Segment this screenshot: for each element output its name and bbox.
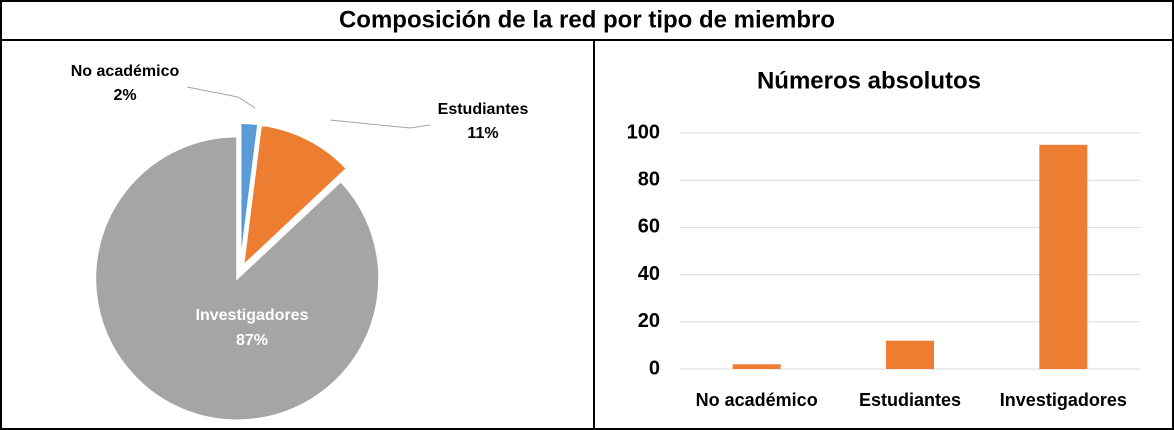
- y-tick-label: 20: [638, 310, 660, 332]
- pie-value-label: 87%: [236, 332, 268, 349]
- y-tick-label: 80: [638, 168, 660, 190]
- pie-slice: [239, 122, 260, 266]
- chart-title: Números absolutos: [757, 67, 981, 94]
- bar: [732, 364, 781, 369]
- pie-label: Investigadores: [196, 307, 309, 324]
- pie-label: No académico: [71, 63, 180, 80]
- y-tick-label: 100: [627, 121, 660, 143]
- x-tick-label: Investigadores: [1000, 390, 1127, 410]
- y-tick-label: 60: [638, 216, 660, 238]
- pie-value-label: 11%: [467, 125, 498, 142]
- x-tick-label: No académico: [696, 390, 818, 410]
- page-title: Composición de la red por tipo de miembr…: [339, 6, 835, 33]
- leader-line: [329, 119, 431, 129]
- pie-label: Estudiantes: [438, 101, 529, 118]
- bar: [1039, 144, 1088, 369]
- pie-slice: [94, 135, 381, 422]
- y-tick-label: 0: [649, 357, 660, 379]
- leader-line: [186, 86, 256, 109]
- x-tick-label: Estudiantes: [859, 390, 961, 410]
- bar: [886, 340, 934, 369]
- pie-value-label: 2%: [113, 87, 136, 104]
- y-tick-label: 40: [638, 263, 660, 285]
- pie-slice: [241, 123, 349, 269]
- pie-chart: [94, 122, 381, 422]
